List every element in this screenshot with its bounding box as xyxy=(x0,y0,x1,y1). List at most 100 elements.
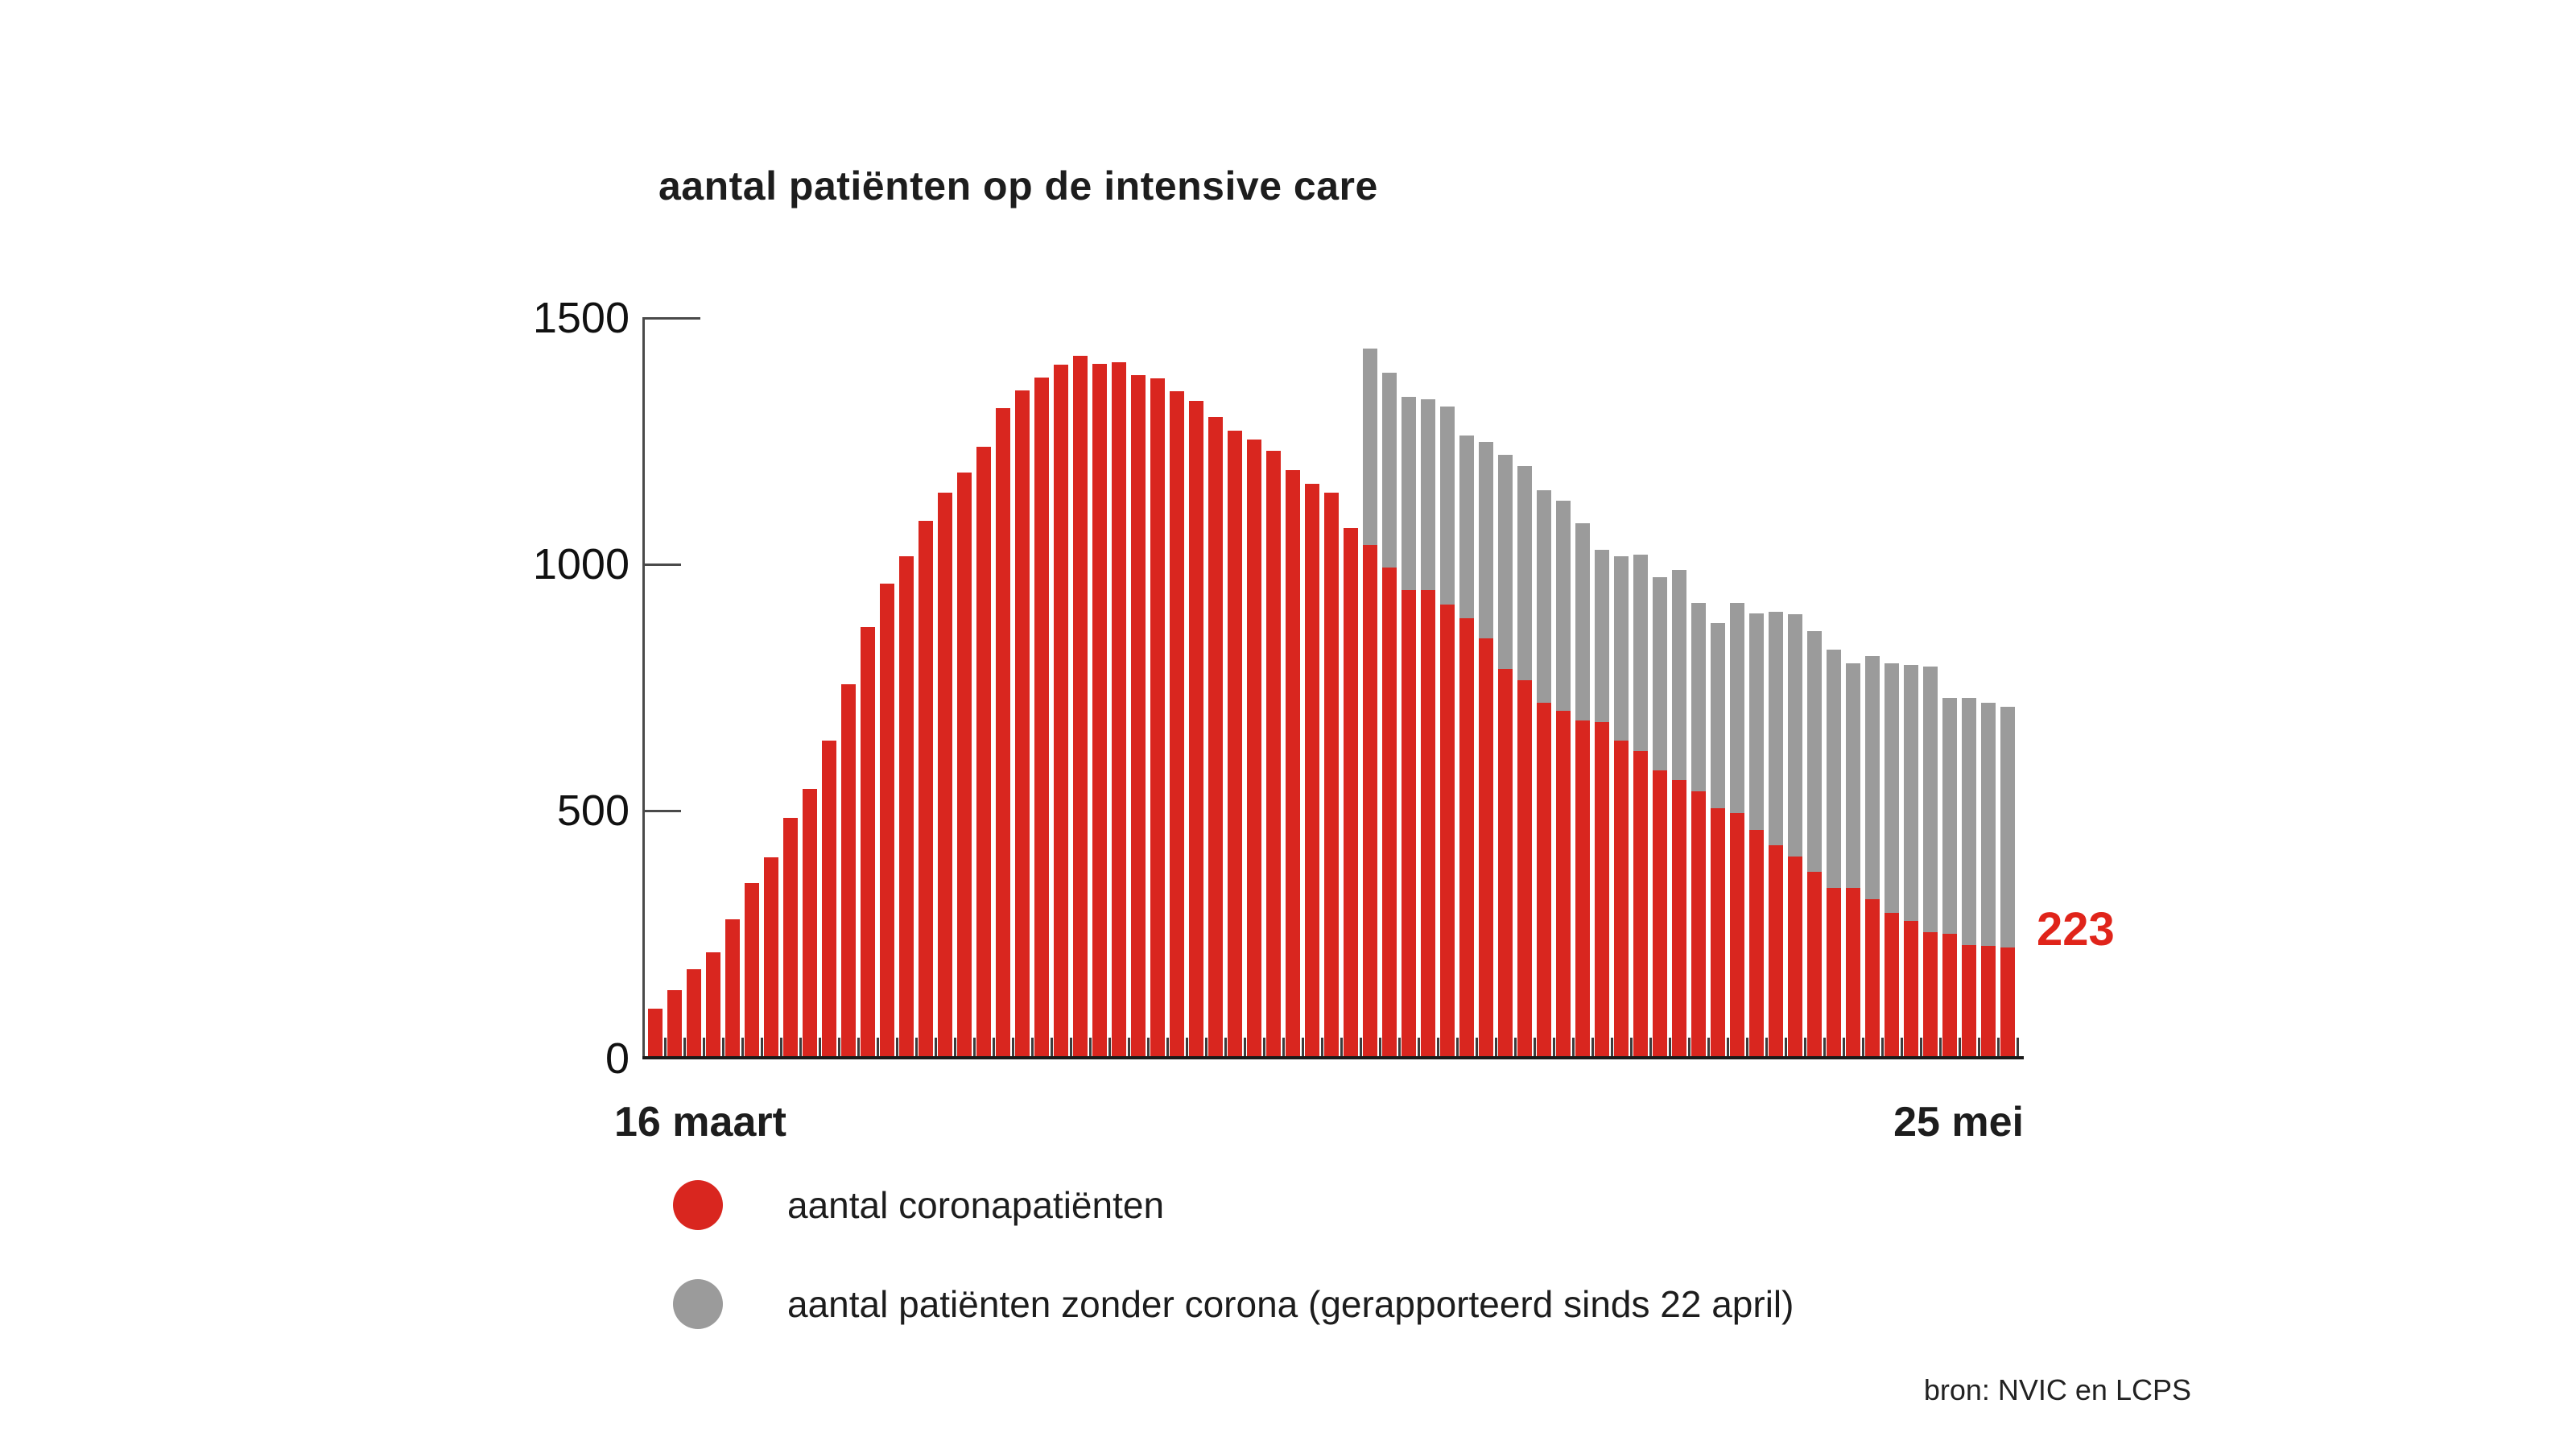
x-axis-tick xyxy=(1862,1038,1864,1057)
x-axis-tick xyxy=(1456,1038,1459,1057)
bar-corona-segment xyxy=(1942,934,1957,1057)
bar-corona-segment xyxy=(1170,391,1184,1057)
bar-non-corona-segment xyxy=(1730,603,1744,813)
x-axis-tick xyxy=(780,1038,782,1057)
x-axis-tick xyxy=(1070,1038,1072,1057)
legend-dot-corona xyxy=(673,1180,723,1230)
bar-corona-segment xyxy=(1730,813,1744,1057)
bar-corona-segment xyxy=(1440,605,1455,1057)
x-axis-tick xyxy=(1804,1038,1806,1057)
bar-corona-segment xyxy=(1479,638,1493,1057)
bar-corona-segment xyxy=(648,1009,663,1057)
x-axis-tick xyxy=(915,1038,918,1057)
x-axis-tick xyxy=(1166,1038,1169,1057)
bar-corona-segment xyxy=(687,969,701,1057)
bar-corona-segment xyxy=(1614,741,1629,1057)
x-axis-tick xyxy=(1186,1038,1188,1057)
bar-corona-segment xyxy=(1865,899,1880,1057)
x-axis-tick xyxy=(1572,1038,1575,1057)
x-axis-tick xyxy=(877,1038,879,1057)
x-axis-tick xyxy=(857,1038,860,1057)
x-axis-tick xyxy=(973,1038,976,1057)
x-axis-tick xyxy=(1302,1038,1304,1057)
bar-non-corona-segment xyxy=(1614,556,1629,741)
bar-corona-segment xyxy=(1363,545,1377,1057)
x-axis-line xyxy=(642,1056,2024,1059)
bar-corona-segment xyxy=(899,556,914,1057)
x-axis-tick xyxy=(1418,1038,1420,1057)
bar-corona-segment xyxy=(1054,365,1068,1057)
x-axis-tick xyxy=(664,1038,667,1057)
bar-non-corona-segment xyxy=(1827,650,1841,888)
x-axis-tick xyxy=(1649,1038,1652,1057)
bar-corona-segment xyxy=(1981,946,1996,1057)
x-axis-tick xyxy=(1089,1038,1092,1057)
bar-corona-segment xyxy=(1034,378,1049,1057)
x-axis-tick xyxy=(1785,1038,1787,1057)
x-axis-tick xyxy=(1282,1038,1285,1057)
bar-corona-segment xyxy=(1015,390,1030,1057)
bar-non-corona-segment xyxy=(1672,570,1686,780)
x-axis-tick xyxy=(1823,1038,1826,1057)
bar-corona-segment xyxy=(1266,451,1281,1057)
bar-corona-segment xyxy=(1382,568,1397,1057)
bar-corona-segment xyxy=(1672,780,1686,1057)
bar-corona-segment xyxy=(1769,845,1783,1057)
bar-non-corona-segment xyxy=(1981,703,1996,946)
source-note: bron: NVIC en LCPS xyxy=(1923,1373,2191,1406)
x-axis-tick xyxy=(896,1038,898,1057)
legend-label-corona: aantal coronapatiënten xyxy=(787,1184,1165,1226)
bar-non-corona-segment xyxy=(1440,407,1455,605)
bar-corona-segment xyxy=(1827,888,1841,1057)
bar-corona-segment xyxy=(667,990,682,1057)
bar-non-corona-segment xyxy=(1575,523,1590,720)
bar-non-corona-segment xyxy=(1537,490,1551,703)
bar-corona-segment xyxy=(1228,431,1242,1057)
bar-corona-segment xyxy=(783,818,798,1057)
bar-corona-segment xyxy=(1324,493,1339,1057)
x-axis-tick xyxy=(703,1038,705,1057)
bar-corona-segment xyxy=(1846,888,1860,1057)
legend-dot-non-corona xyxy=(673,1279,723,1329)
x-axis-tick xyxy=(1901,1038,1903,1057)
x-axis-tick xyxy=(1108,1038,1111,1057)
bar-corona-segment xyxy=(2000,947,2015,1057)
bar-non-corona-segment xyxy=(1479,442,1493,638)
x-axis-tick xyxy=(799,1038,802,1057)
x-axis-tick xyxy=(1360,1038,1362,1057)
bar-corona-segment xyxy=(1691,791,1706,1057)
bar-corona-segment xyxy=(725,919,740,1057)
legend-item-non-corona: aantal patiënten zonder corona (gerappor… xyxy=(673,1279,1794,1329)
bar-non-corona-segment xyxy=(1556,501,1571,711)
bar-non-corona-segment xyxy=(1711,623,1725,808)
bar-corona-segment xyxy=(1421,590,1435,1057)
x-axis-tick xyxy=(683,1038,686,1057)
bar-non-corona-segment xyxy=(1942,698,1957,934)
chart-title: aantal patiënten op de intensive care xyxy=(658,163,1378,208)
bar-corona-segment xyxy=(880,584,894,1057)
x-axis-tick xyxy=(838,1038,840,1057)
bar-non-corona-segment xyxy=(1807,631,1822,872)
bar-non-corona-segment xyxy=(1962,698,1976,945)
bar-corona-segment xyxy=(1537,703,1551,1057)
bar-corona-segment xyxy=(1112,362,1126,1057)
x-axis-tick xyxy=(1920,1038,1922,1057)
bar-non-corona-segment xyxy=(1421,399,1435,590)
bar-non-corona-segment xyxy=(1769,612,1783,845)
bar-corona-segment xyxy=(1807,872,1822,1057)
bar-non-corona-segment xyxy=(2000,707,2015,947)
x-axis-tick xyxy=(722,1038,724,1057)
bar-corona-segment xyxy=(1749,830,1764,1057)
x-axis-tick xyxy=(1205,1038,1208,1057)
x-axis-tick xyxy=(1688,1038,1690,1057)
y-tick-500 xyxy=(644,810,681,812)
x-axis-tick xyxy=(1340,1038,1343,1057)
x-axis-tick xyxy=(954,1038,956,1057)
bar-corona-segment xyxy=(841,684,856,1057)
bar-non-corona-segment xyxy=(1904,665,1918,921)
bar-corona-segment xyxy=(1653,770,1667,1057)
x-axis-tick xyxy=(1051,1038,1053,1057)
y-tick-1500 xyxy=(644,317,700,320)
bar-corona-segment xyxy=(1150,378,1165,1057)
